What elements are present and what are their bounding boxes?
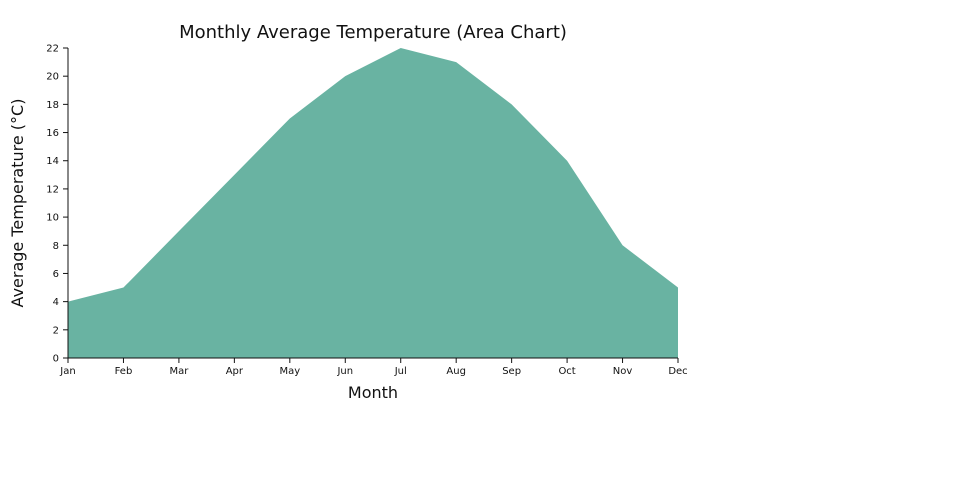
- chart-title: Monthly Average Temperature (Area Chart): [179, 22, 567, 43]
- y-tick-label: 22: [46, 44, 59, 55]
- y-tick-label: 12: [46, 184, 59, 195]
- x-axis: Jan Feb Mar Apr May Jun Jul Aug Sep Oct Nov Dec: [59, 357, 688, 377]
- temperature-area: [68, 48, 678, 358]
- x-tick-label: Dec: [668, 366, 687, 377]
- x-axis-title: Month: [348, 383, 398, 402]
- y-tick-label: 2: [53, 325, 59, 336]
- x-tick-label: Jan: [59, 366, 75, 377]
- x-tick-label: Jun: [336, 366, 353, 377]
- x-tick-label: Mar: [169, 366, 189, 377]
- x-tick-label: Aug: [446, 366, 466, 377]
- x-tick-label: Feb: [115, 366, 133, 377]
- plot-area: [68, 48, 678, 358]
- y-tick-label: 18: [46, 100, 59, 111]
- x-tick-label: Apr: [226, 366, 244, 377]
- y-tick-label: 8: [53, 241, 59, 252]
- y-tick-label: 14: [46, 156, 59, 167]
- y-tick-label: 6: [53, 269, 59, 280]
- y-axis-title: Average Temperature (°C): [8, 99, 27, 308]
- y-tick-label: 16: [46, 128, 59, 139]
- x-tick-label: Jul: [394, 366, 407, 377]
- x-tick-label: Nov: [613, 366, 633, 377]
- x-tick-label: Sep: [502, 366, 521, 377]
- x-tick-label: May: [279, 366, 300, 377]
- y-tick-label: 4: [53, 297, 59, 308]
- y-tick-label: 20: [46, 72, 59, 83]
- y-tick-label: 0: [53, 354, 59, 365]
- x-tick-label: Oct: [558, 366, 575, 377]
- y-tick-label: 10: [46, 213, 59, 224]
- y-axis: 0 2 4 6 8 10 12 14 16 18 20 22: [46, 44, 69, 365]
